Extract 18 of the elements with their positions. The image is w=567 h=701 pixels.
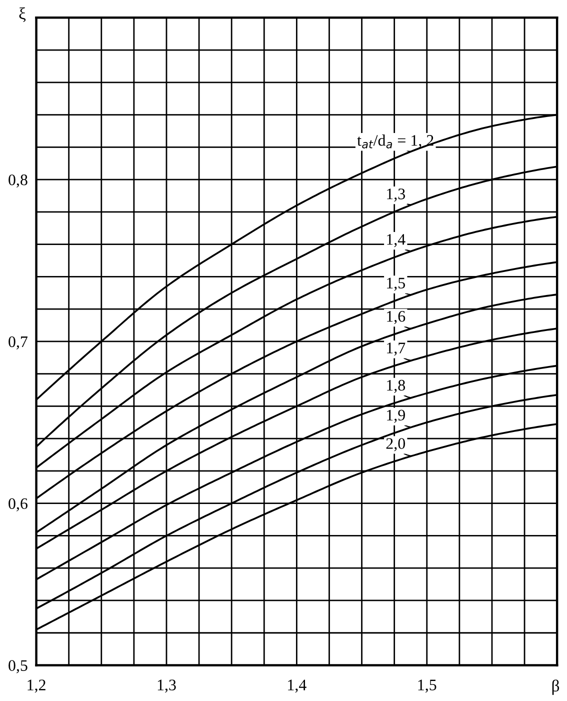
legend-label: 1,3 xyxy=(387,188,405,202)
legend-label: 1,5 xyxy=(387,278,405,291)
y-tick-label: 0,5 xyxy=(8,660,28,674)
legend-label: 1,8 xyxy=(387,380,406,393)
legend-label: 1,6 xyxy=(387,311,406,324)
x-tick-label: 1,4 xyxy=(288,680,306,693)
legend-label: 2,0 xyxy=(386,438,406,452)
x-tick-label: 1,5 xyxy=(418,680,436,693)
legend-label: 1,9 xyxy=(387,410,405,423)
x-tick-label: 1,2 xyxy=(28,680,46,693)
x-tick-label: 1,3 xyxy=(158,680,176,693)
y-tick-label: 0,8 xyxy=(8,174,28,188)
y-axis-title: ξ xyxy=(19,7,26,22)
legend-label: 1,7 xyxy=(387,342,406,356)
x-axis-title: β xyxy=(552,680,560,695)
y-tick-label: 0,6 xyxy=(8,498,28,512)
legend-label: 1,4 xyxy=(387,234,406,248)
y-tick-label: 0,7 xyxy=(8,336,28,350)
